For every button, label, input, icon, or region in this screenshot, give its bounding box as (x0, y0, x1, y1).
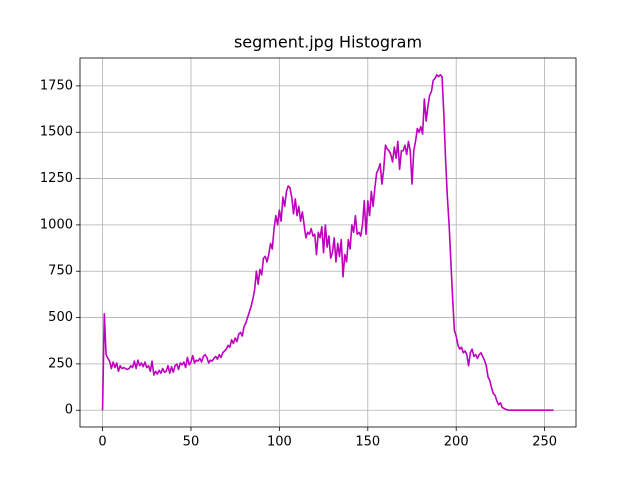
y-tick-label: 1000 (40, 217, 73, 232)
x-tick-label: 150 (355, 435, 380, 450)
y-tick-label: 500 (48, 310, 73, 325)
y-tick-label: 1500 (40, 125, 73, 140)
x-tick-label: 50 (183, 435, 200, 450)
y-tick-label: 0 (65, 403, 73, 418)
chart-title: segment.jpg Histogram (234, 33, 422, 52)
y-tick-label: 1750 (40, 78, 73, 93)
y-tick-label: 750 (48, 264, 73, 279)
x-tick-label: 0 (98, 435, 106, 450)
y-tick-label: 1250 (40, 171, 73, 186)
x-tick-label: 200 (444, 435, 469, 450)
data-line (101, 73, 554, 412)
x-tick-label: 250 (532, 435, 557, 450)
x-tick-label: 100 (267, 435, 292, 450)
y-tick-label: 250 (48, 356, 73, 371)
plot-frame (79, 57, 577, 428)
